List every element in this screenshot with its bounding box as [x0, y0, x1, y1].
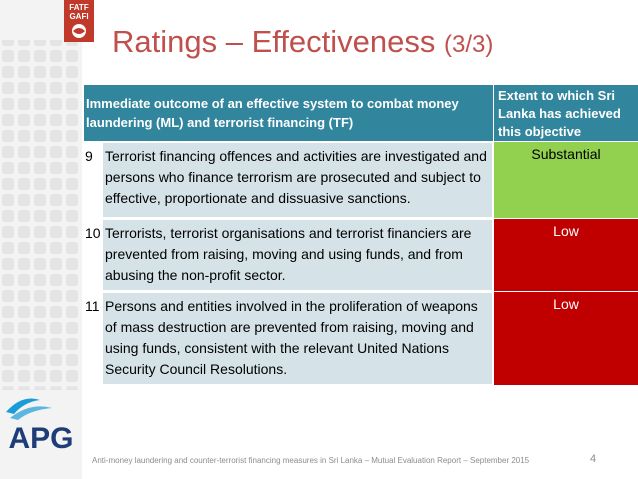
- table-row: 9 Terrorist financing offences and activ…: [83, 141, 638, 219]
- row-number: 11: [84, 292, 103, 385]
- dot-pattern: [0, 40, 82, 390]
- title-suffix: (3/3): [444, 31, 494, 58]
- footer-text: Anti-money laundering and counter-terror…: [92, 456, 530, 465]
- rating-badge: Low: [493, 291, 638, 386]
- row-description: Terrorists, terrorist organisations and …: [102, 219, 493, 291]
- apg-logo: APG: [6, 398, 74, 455]
- table-row: 11 Persons and entities involved in the …: [83, 291, 638, 386]
- row-number: 10: [84, 219, 103, 291]
- row-number: 9: [84, 142, 103, 218]
- header-outcome: Immediate outcome of an effective system…: [83, 84, 494, 142]
- rating-badge: Substantial: [493, 141, 638, 219]
- header-extent: Extent to which Sri Lanka has achieved t…: [493, 84, 638, 142]
- rating-badge: Low: [493, 218, 638, 292]
- title-main: Ratings – Effectiveness: [112, 24, 436, 59]
- apg-text: APG: [8, 422, 73, 455]
- table-header-row: Immediate outcome of an effective system…: [83, 84, 638, 142]
- left-decorative-band: [0, 0, 82, 479]
- page-title: Ratings – Effectiveness (3/3): [112, 24, 493, 60]
- gafi-text: GAFI: [69, 12, 88, 21]
- fatf-gafi-logo: FATF GAFI: [64, 0, 94, 42]
- page-number: 4: [590, 453, 597, 465]
- row-description: Persons and entities involved in the pro…: [102, 292, 493, 385]
- row-description: Terrorist financing offences and activit…: [102, 142, 493, 218]
- ratings-table: Immediate outcome of an effective system…: [83, 84, 638, 386]
- fatf-text: FATF: [69, 3, 89, 12]
- table-row: 10 Terrorists, terrorist organisations a…: [83, 218, 638, 292]
